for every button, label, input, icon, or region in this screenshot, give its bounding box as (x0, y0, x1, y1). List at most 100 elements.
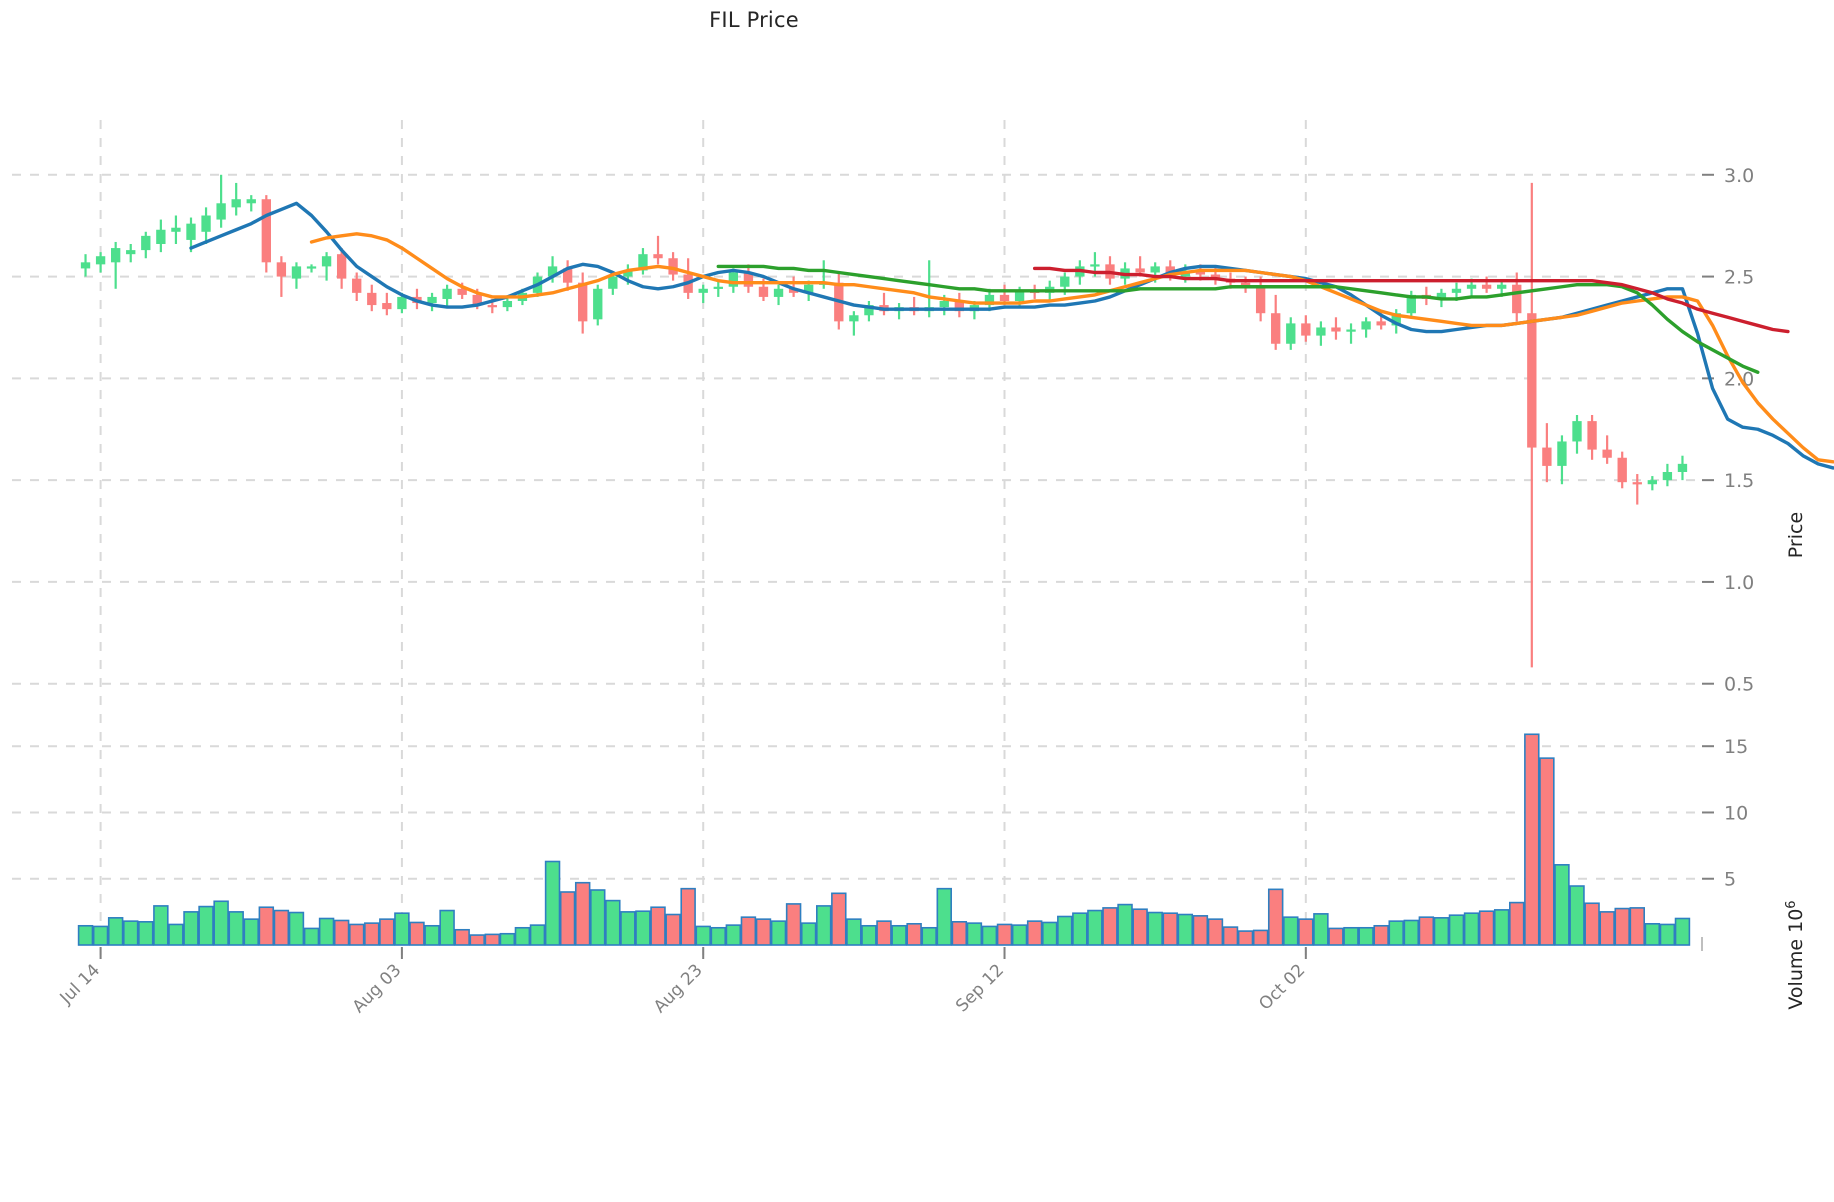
candle-body (1662, 472, 1673, 481)
candle-body (186, 223, 196, 240)
candle-body (939, 301, 949, 308)
volume-bar (1298, 918, 1314, 946)
volume-bar (755, 918, 772, 946)
y-tick-volume: 15 (1724, 736, 1748, 758)
volume-bar (1629, 907, 1646, 946)
y-axis-title-volume: Volume 106 (1784, 900, 1807, 1009)
candle-body (1602, 449, 1612, 458)
volume-bar (1087, 909, 1103, 946)
candle-body (291, 266, 302, 279)
volume-bar (665, 913, 681, 946)
volume-bar (559, 891, 576, 946)
candle-body (95, 256, 106, 265)
candle-body (1135, 268, 1145, 273)
candle-body (954, 301, 964, 312)
volume-bar (514, 926, 531, 946)
candle-body (623, 270, 633, 277)
candle-body (110, 248, 121, 263)
candle-body (1331, 327, 1341, 332)
candle-body (397, 296, 407, 310)
candle-body (216, 203, 226, 220)
candle-body (608, 276, 618, 289)
candle-body (984, 294, 995, 306)
candle-body (352, 278, 362, 293)
volume-bar (544, 860, 561, 946)
volume-bar (831, 892, 847, 946)
volume-bar (439, 909, 455, 946)
volume-bar (92, 925, 109, 946)
candle-body (638, 254, 648, 271)
moving-average-line (716, 264, 1760, 374)
y-tick-price: 0.5 (1724, 674, 1754, 696)
candle-body (1542, 447, 1552, 466)
volume-bar (228, 911, 244, 946)
y-tick-price: 2.5 (1724, 267, 1754, 289)
volume-bar (273, 909, 290, 946)
candle-body (156, 229, 166, 244)
moving-average-line (309, 232, 1834, 464)
candle-body (999, 294, 1010, 301)
candle-body (276, 262, 287, 277)
candle-body (804, 284, 814, 293)
candle-body (1301, 323, 1311, 336)
y-tick-volume: 10 (1724, 802, 1748, 824)
candle-body (1195, 270, 1206, 275)
volume-bar (936, 887, 952, 946)
candle-body (1647, 480, 1658, 485)
candle-body (1632, 482, 1642, 485)
candle-body (1557, 441, 1567, 466)
volume-bar (921, 926, 937, 946)
candle-body (653, 254, 663, 259)
candle-body (261, 199, 271, 263)
volume-bar (1659, 923, 1676, 946)
volume-bar (243, 918, 259, 946)
x-tick-label: Aug 23 (650, 960, 707, 1017)
candle-body (382, 303, 392, 310)
volume-bar (1388, 920, 1404, 946)
volume-bar (876, 920, 892, 946)
candle-body (1316, 327, 1326, 336)
volume-bar (469, 934, 485, 946)
volume-bar (680, 887, 696, 946)
volume-bar (966, 922, 983, 946)
candle-body (246, 199, 256, 204)
moving-average-line (1032, 266, 1790, 334)
volume-bar (590, 889, 606, 946)
volume-bar (1373, 924, 1389, 946)
volume-bar (725, 924, 742, 946)
volume-bar (996, 923, 1013, 946)
candle-body (502, 301, 513, 308)
volume-bar (364, 922, 380, 946)
x-tick-label: Aug 03 (349, 960, 406, 1017)
candle-body (578, 282, 588, 322)
candle-body (743, 272, 754, 287)
candle-body (1466, 284, 1477, 289)
volume-bar (1509, 901, 1525, 946)
candle-body (788, 288, 799, 293)
volume-series (77, 733, 1691, 946)
candle-body (141, 235, 151, 251)
volume-bar (1192, 915, 1209, 946)
candle-body (472, 294, 482, 306)
volume-bar (1433, 917, 1450, 946)
x-tick-label: Jul 14 (56, 960, 104, 1008)
volume-bar (1147, 911, 1163, 946)
candle-body (849, 315, 859, 322)
candle-body (126, 250, 136, 255)
candle-body (442, 288, 452, 299)
candle-body (1677, 463, 1688, 472)
volume-bar (1267, 888, 1284, 946)
volume-bar (1102, 907, 1118, 946)
volume-bar (333, 919, 350, 946)
volume-bar (168, 923, 184, 946)
volume-bar (800, 922, 817, 946)
volume-bar (1117, 903, 1133, 946)
candle-body (1060, 276, 1070, 287)
candle-body (1617, 457, 1627, 483)
candle-body (1497, 284, 1507, 289)
volume-bar (1524, 733, 1540, 946)
volume-bar (770, 920, 787, 946)
y-tick-price: 3.0 (1724, 165, 1754, 187)
volume-bar (785, 903, 802, 946)
candle-body (1271, 313, 1281, 344)
